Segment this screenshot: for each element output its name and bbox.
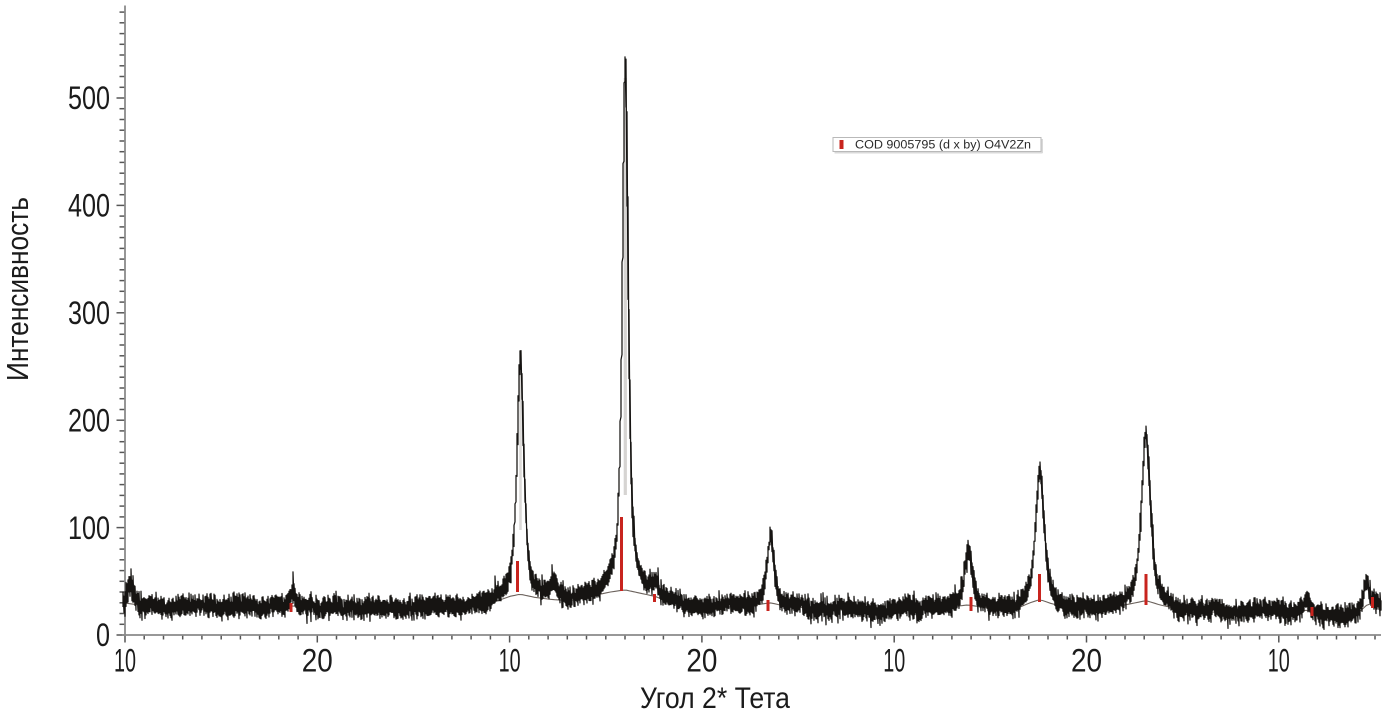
svg-text:Интенсивность: Интенсивность [0,197,35,381]
svg-text:20: 20 [302,643,333,679]
svg-text:0: 0 [96,617,110,653]
svg-text:COD 9005795 (d x by) O4V2Zn: COD 9005795 (d x by) O4V2Zn [855,139,1031,151]
svg-text:10: 10 [114,643,136,679]
svg-text:400: 400 [68,188,110,224]
svg-text:200: 200 [68,402,110,438]
svg-text:500: 500 [68,80,110,116]
svg-text:300: 300 [68,295,110,331]
svg-text:20: 20 [1071,643,1102,679]
svg-text:10: 10 [883,643,905,679]
svg-text:10: 10 [1268,643,1290,679]
svg-text:100: 100 [68,510,110,546]
svg-text:Угол 2* Тета: Угол 2* Тета [640,682,790,715]
svg-text:10: 10 [499,643,521,679]
svg-text:20: 20 [686,643,717,679]
